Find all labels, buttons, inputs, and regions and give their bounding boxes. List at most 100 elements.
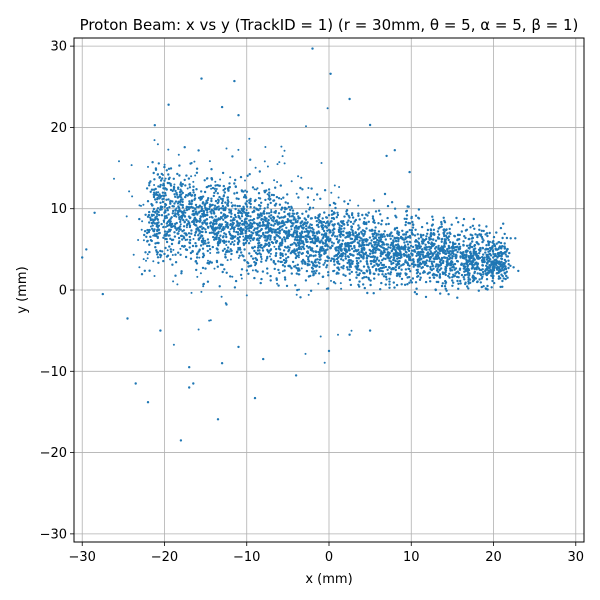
scatter-point <box>503 242 506 245</box>
scatter-point <box>402 238 406 241</box>
scatter-point <box>150 239 153 243</box>
scatter-point <box>148 269 151 272</box>
scatter-point <box>244 237 247 240</box>
scatter-point <box>286 220 289 224</box>
scatter-point <box>223 241 226 245</box>
scatter-point <box>248 252 251 255</box>
scatter-point <box>195 167 199 170</box>
scatter-point <box>284 253 287 256</box>
scatter-point <box>304 352 307 355</box>
scatter-point <box>222 184 225 188</box>
scatter-point <box>172 248 175 251</box>
scatter-point <box>230 201 233 204</box>
scatter-point <box>371 215 375 218</box>
scatter-point <box>189 191 192 195</box>
scatter-point <box>236 204 239 208</box>
scatter-point <box>342 259 345 262</box>
scatter-point <box>436 251 440 254</box>
scatter-point <box>343 215 346 218</box>
scatter-point <box>181 238 184 241</box>
scatter-point <box>420 266 423 270</box>
scatter-point <box>186 222 189 226</box>
scatter-point <box>229 275 232 278</box>
scatter-point <box>226 246 230 249</box>
scatter-point <box>195 188 198 191</box>
scatter-point <box>466 285 469 288</box>
scatter-point <box>248 173 251 176</box>
scatter-point <box>269 252 272 255</box>
scatter-point <box>281 254 284 258</box>
scatter-point <box>505 236 509 240</box>
scatter-point <box>491 270 494 274</box>
scatter-point <box>451 284 454 287</box>
scatter-point <box>297 215 300 218</box>
scatter-point <box>200 190 203 193</box>
scatter-point <box>414 281 418 284</box>
scatter-point <box>492 240 495 243</box>
scatter-point <box>233 286 237 289</box>
scatter-point <box>325 226 329 229</box>
scatter-point <box>319 335 322 338</box>
scatter-point <box>280 244 283 247</box>
scatter-point <box>160 214 164 217</box>
scatter-point <box>420 236 423 239</box>
scatter-point <box>465 249 468 252</box>
scatter-point <box>336 213 340 217</box>
scatter-point <box>145 235 148 238</box>
scatter-point <box>491 272 494 275</box>
scatter-point <box>313 270 316 273</box>
scatter-point <box>189 257 193 260</box>
scatter-point <box>460 273 464 277</box>
scatter-point <box>348 278 352 282</box>
scatter-point <box>283 230 287 234</box>
scatter-point <box>446 256 449 260</box>
scatter-point <box>509 264 512 267</box>
scatter-point <box>169 237 172 240</box>
scatter-point <box>415 268 418 272</box>
scatter-point <box>382 263 386 267</box>
scatter-point <box>323 361 326 364</box>
scatter-point <box>393 228 396 231</box>
scatter-point <box>333 235 337 238</box>
scatter-point <box>279 241 282 245</box>
scatter-point <box>233 204 237 207</box>
scatter-point <box>346 221 349 224</box>
scatter-point <box>459 282 462 285</box>
scatter-point <box>412 223 415 227</box>
scatter-point <box>228 186 231 189</box>
scatter-point <box>277 268 280 272</box>
scatter-point <box>149 180 152 183</box>
scatter-point <box>447 244 450 248</box>
scatter-point <box>157 191 160 194</box>
scatter-point <box>339 254 342 257</box>
scatter-point <box>457 242 461 246</box>
scatter-point <box>185 207 188 210</box>
scatter-point <box>406 255 410 258</box>
scatter-point <box>152 260 155 263</box>
scatter-point <box>458 245 462 248</box>
scatter-point <box>394 266 397 269</box>
scatter-point <box>218 195 221 199</box>
scatter-point <box>322 247 325 251</box>
scatter-point <box>372 272 375 275</box>
scatter-point <box>350 225 353 228</box>
scatter-point <box>337 256 340 259</box>
scatter-point <box>491 276 495 280</box>
scatter-point <box>308 225 311 228</box>
scatter-point <box>205 223 208 226</box>
scatter-point <box>235 197 238 200</box>
scatter-point <box>483 260 486 264</box>
scatter-point <box>332 242 335 245</box>
scatter-point <box>266 203 270 206</box>
scatter-point <box>482 256 485 260</box>
scatter-point <box>253 227 257 230</box>
scatter-point <box>295 248 299 251</box>
scatter-point <box>173 202 176 205</box>
scatter-point <box>179 182 182 186</box>
scatter-point <box>475 256 479 259</box>
scatter-point <box>317 237 320 241</box>
scatter-point <box>471 280 475 283</box>
scatter-point <box>143 269 146 272</box>
scatter-point <box>150 227 154 230</box>
scatter-point <box>456 238 459 242</box>
